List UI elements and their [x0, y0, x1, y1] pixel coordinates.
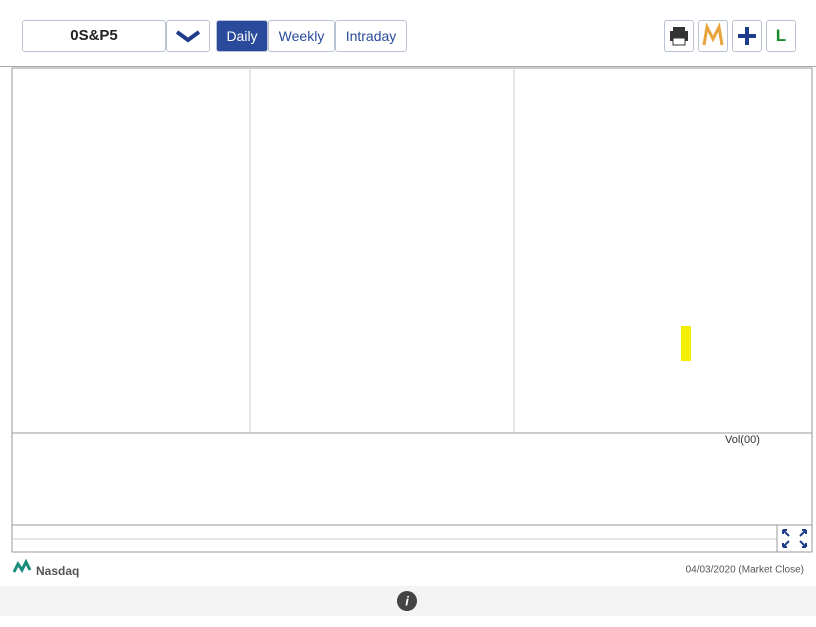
date-note: 04/03/2020 (Market Close) [686, 565, 804, 576]
tab-daily[interactable]: Daily [216, 20, 268, 52]
source: Nasdaq [36, 564, 79, 578]
nasdaq-logo [12, 558, 32, 573]
info-icon: i [405, 593, 409, 608]
ticker-box[interactable]: 0S&P5 [22, 20, 166, 52]
highlight [681, 326, 691, 361]
tab-weekly[interactable]: Weekly [268, 20, 335, 52]
chart-frame [11, 67, 813, 553]
l-button[interactable]: L [766, 20, 796, 52]
print-icon [670, 27, 688, 46]
add-button[interactable] [732, 20, 762, 52]
info-button[interactable] [397, 591, 417, 611]
compare-button[interactable] [698, 20, 728, 52]
volume-label: Vol(00) [725, 434, 760, 446]
tab-intraday[interactable]: Intraday [335, 20, 407, 52]
header-rule [0, 66, 816, 67]
compare-icon [702, 22, 724, 46]
plus-icon [738, 27, 756, 45]
print-button[interactable] [664, 20, 694, 52]
zoom-icon [782, 529, 807, 548]
zoom-button[interactable] [776, 524, 813, 553]
